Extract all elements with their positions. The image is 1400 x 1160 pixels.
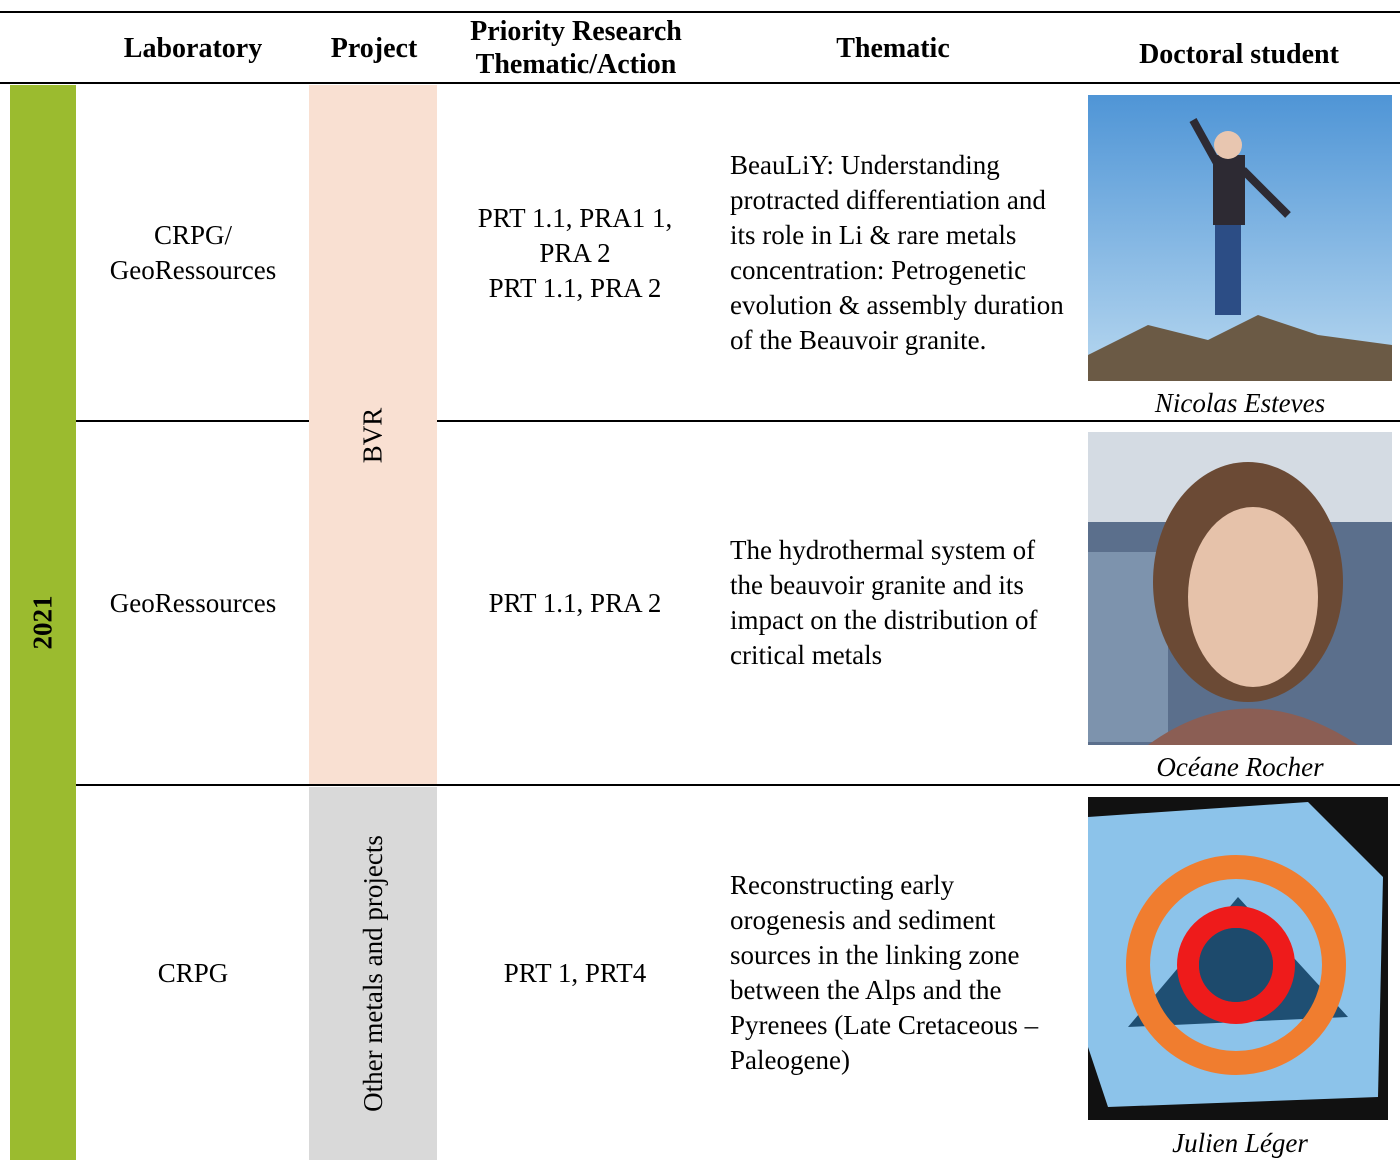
laboratory-cell: GeoRessources xyxy=(86,422,300,784)
laboratory-line: CRPG/ xyxy=(153,220,233,250)
laboratory-line: CRPG xyxy=(157,957,229,988)
top-rule xyxy=(0,11,1400,13)
priority-line: PRT 1, PRT4 xyxy=(503,957,647,988)
priority-cell: PRT 1, PRT4 xyxy=(452,786,698,1160)
header-cell: Project xyxy=(330,32,418,64)
header-cell: Doctoral student xyxy=(1139,38,1339,70)
priority-cell: PRT 1.1, PRA 2 xyxy=(452,422,698,784)
thematic-text: BeauLiY: Understanding protracted differ… xyxy=(730,150,1064,355)
priority-line: PRT 1.1, PRA1 1, PRA 2 xyxy=(477,202,673,268)
thematic-cell: BeauLiY: Understanding protracted differ… xyxy=(730,85,1070,421)
header-cell: Thematic xyxy=(836,32,950,64)
laboratory-cell: CRPG xyxy=(86,786,300,1160)
student-photo xyxy=(1088,797,1388,1120)
year-band: 2021 xyxy=(10,85,76,1160)
laboratory-line: GeoRessources xyxy=(109,255,277,285)
thematic-text: Reconstructing early orogenesis and sedi… xyxy=(730,870,1039,1075)
student-photo xyxy=(1088,432,1392,745)
priority-cell: PRT 1.1, PRA1 1, PRA 2 PRT 1.1, PRA 2 xyxy=(452,85,698,421)
thematic-cell: Reconstructing early orogenesis and sedi… xyxy=(730,786,1070,1160)
row-rule xyxy=(76,784,1400,786)
row-rule xyxy=(437,420,1400,422)
header-cell: Priority Research Thematic/Action xyxy=(470,16,682,80)
row-rule xyxy=(76,420,309,422)
laboratory-cell: CRPG/GeoRessources xyxy=(86,85,300,421)
project-band: BVR xyxy=(309,85,437,785)
student-photo xyxy=(1088,95,1392,381)
priority-line: PRT 1.1, PRA 2 xyxy=(488,587,662,618)
priority-line: PRT 1.1, PRA 2 xyxy=(488,272,662,303)
header-cell: Laboratory xyxy=(123,32,263,64)
project-label: BVR xyxy=(357,407,388,463)
project-label: Other metals and projects xyxy=(357,835,388,1112)
student-name: Océane Rocher xyxy=(1156,752,1324,782)
thematic-text: The hydrothermal system of the beauvoir … xyxy=(730,535,1038,670)
student-name: Nicolas Esteves xyxy=(1154,388,1326,418)
laboratory-line: GeoRessources xyxy=(109,587,277,618)
thematic-cell: The hydrothermal system of the beauvoir … xyxy=(730,422,1070,784)
student-name: Julien Léger xyxy=(1172,1128,1308,1158)
project-band: Other metals and projects xyxy=(309,787,437,1160)
year-label: 2021 xyxy=(27,595,58,650)
header-rule xyxy=(0,82,1400,84)
